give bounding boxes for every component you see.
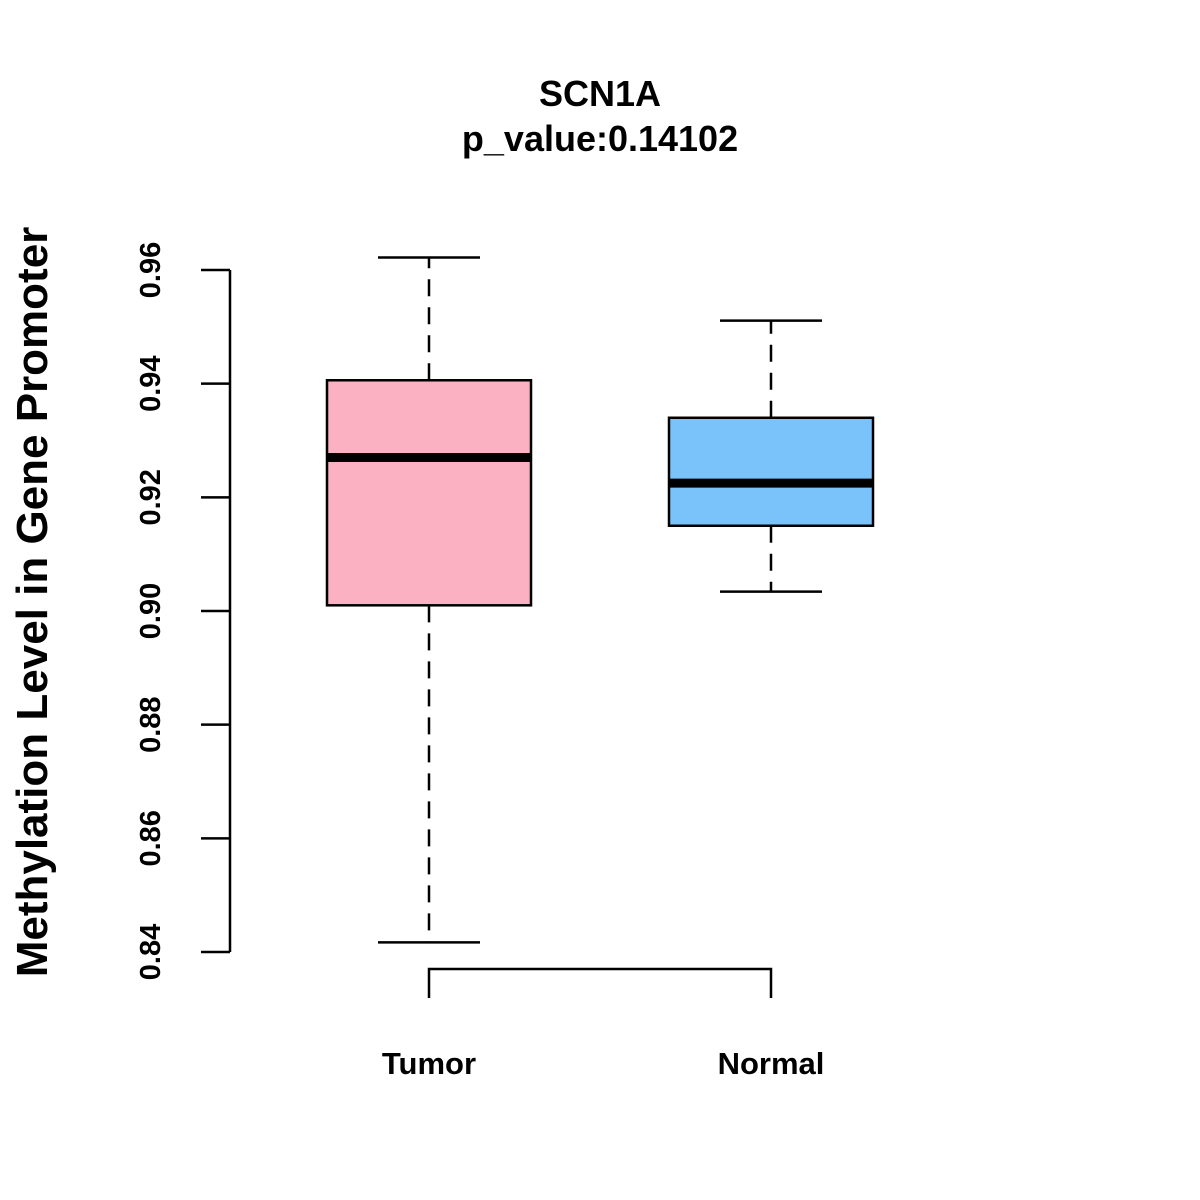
chart-title: SCN1A: [539, 73, 661, 114]
chart-subtitle: p_value:0.14102: [462, 118, 738, 159]
y-tick-label: 0.92: [135, 469, 167, 525]
y-tick-label: 0.96: [135, 242, 167, 298]
y-tick-label: 0.94: [135, 355, 167, 411]
y-tick-label: 0.90: [135, 583, 167, 639]
comparison-bracket: [427, 967, 773, 998]
y-axis-label: Methylation Level in Gene Promoter: [8, 227, 57, 978]
y-tick-label: 0.84: [135, 924, 167, 980]
bracket-line: [427, 967, 773, 998]
x-category-label: Normal: [718, 1046, 825, 1081]
box-tumor: [325, 256, 533, 944]
y-tick-label: 0.88: [135, 696, 167, 752]
iqr-box: [667, 416, 875, 527]
x-axis-labels: Tumor Normal: [382, 1046, 824, 1081]
y-axis: 0.84 0.86 0.88 0.90 0.92 0.94 0.96: [135, 242, 232, 980]
boxes-layer: [325, 256, 875, 944]
box-normal: [667, 319, 875, 593]
iqr-box: [325, 379, 533, 607]
y-tick-label: 0.86: [135, 810, 167, 866]
x-category-label: Tumor: [382, 1046, 476, 1081]
